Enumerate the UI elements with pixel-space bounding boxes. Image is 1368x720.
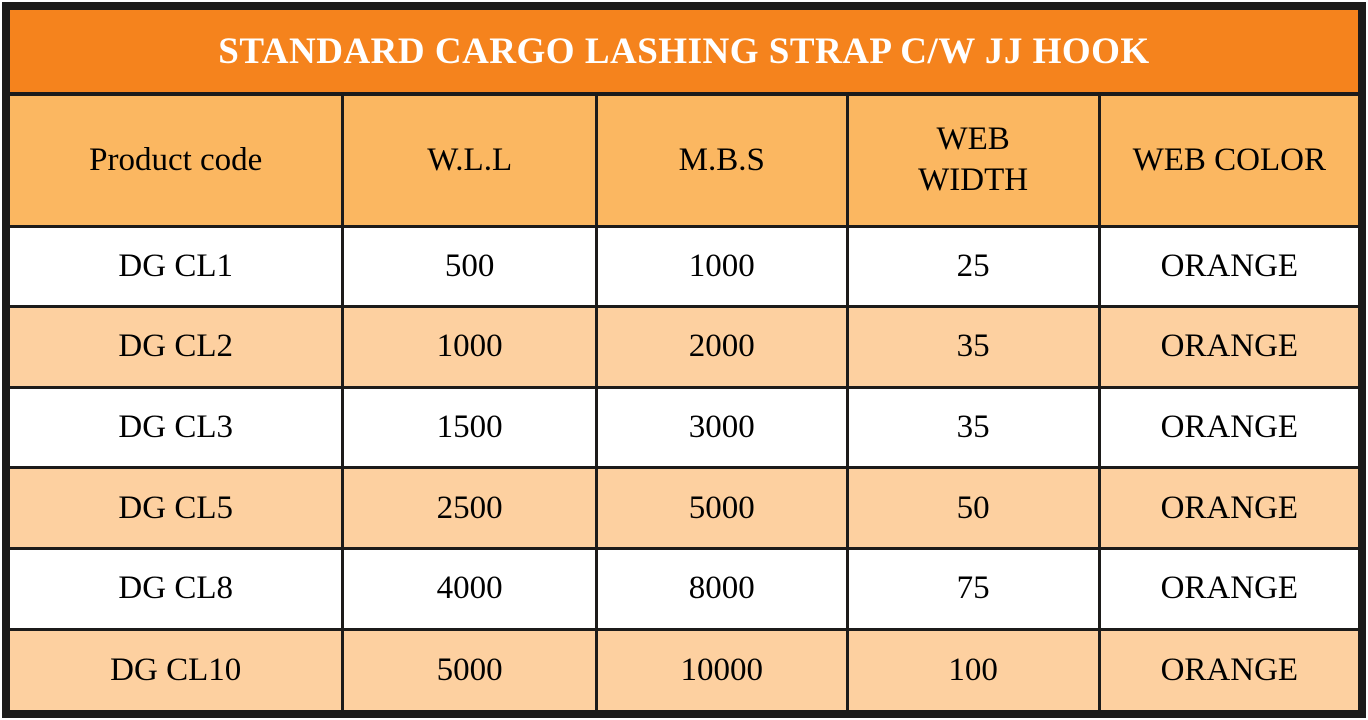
cell-mbs: 2000 [594, 305, 849, 389]
cell-wll: 2500 [341, 466, 598, 551]
cell-product-code: DG CL2 [10, 305, 345, 389]
cell-mbs: 1000 [594, 224, 849, 309]
cell-wll: 1500 [341, 385, 598, 470]
table-header: Product code W.L.L M.B.S WEB WIDTH WEB C… [10, 96, 1358, 228]
cell-web-width: 25 [845, 224, 1101, 309]
header-row: Product code W.L.L M.B.S WEB WIDTH WEB C… [10, 96, 1358, 228]
table-row: DG CL5 2500 5000 50 ORANGE [10, 466, 1358, 551]
cell-web-color: ORANGE [1097, 627, 1358, 710]
cell-product-code: DG CL1 [10, 224, 345, 309]
cell-wll: 4000 [341, 547, 598, 631]
cell-mbs: 8000 [594, 547, 849, 631]
header-wll: W.L.L [341, 96, 598, 228]
page-title: STANDARD CARGO LASHING STRAP C/W JJ HOOK [218, 30, 1150, 72]
header-mbs: M.B.S [594, 96, 849, 228]
cell-web-color: ORANGE [1097, 385, 1358, 470]
cell-web-color: ORANGE [1097, 466, 1358, 551]
cell-web-width: 35 [845, 385, 1101, 470]
table-row: DG CL8 4000 8000 75 ORANGE [10, 547, 1358, 631]
table-body: DG CL1 500 1000 25 ORANGE DG CL2 1000 20… [10, 224, 1358, 710]
table-row: DG CL1 500 1000 25 ORANGE [10, 224, 1358, 309]
header-web-color-label: WEB COLOR [1132, 141, 1327, 178]
cell-product-code: DG CL3 [10, 385, 345, 470]
cell-web-color: ORANGE [1097, 305, 1358, 389]
header-mbs-label: M.B.S [678, 141, 765, 178]
cell-wll: 5000 [341, 627, 598, 710]
cell-wll: 1000 [341, 305, 598, 389]
header-product-code: Product code [10, 96, 345, 228]
cell-wll: 500 [341, 224, 598, 309]
cell-mbs: 5000 [594, 466, 849, 551]
cell-web-width: 50 [845, 466, 1101, 551]
table-title-bar: STANDARD CARGO LASHING STRAP C/W JJ HOOK [10, 10, 1358, 96]
cell-mbs: 3000 [594, 385, 849, 470]
header-web-color: WEB COLOR [1097, 96, 1358, 228]
table-row: DG CL10 5000 10000 100 ORANGE [10, 627, 1358, 710]
cell-web-color: ORANGE [1097, 224, 1358, 309]
header-product-code-label: Product code [89, 141, 263, 178]
cell-web-width: 75 [845, 547, 1101, 631]
cell-product-code: DG CL5 [10, 466, 345, 551]
header-wll-label: W.L.L [427, 141, 513, 178]
cell-product-code: DG CL8 [10, 547, 345, 631]
cell-product-code: DG CL10 [10, 627, 345, 710]
cell-web-width: 100 [845, 627, 1101, 710]
header-web-width: WEB WIDTH [845, 96, 1101, 228]
header-web-width-label: WEB WIDTH [918, 121, 1029, 199]
cell-web-width: 35 [845, 305, 1101, 389]
cell-web-color: ORANGE [1097, 547, 1358, 631]
spec-table: Product code W.L.L M.B.S WEB WIDTH WEB C… [10, 96, 1358, 710]
table-row: DG CL3 1500 3000 35 ORANGE [10, 385, 1358, 470]
cell-mbs: 10000 [594, 627, 849, 710]
table-row: DG CL2 1000 2000 35 ORANGE [10, 305, 1358, 389]
